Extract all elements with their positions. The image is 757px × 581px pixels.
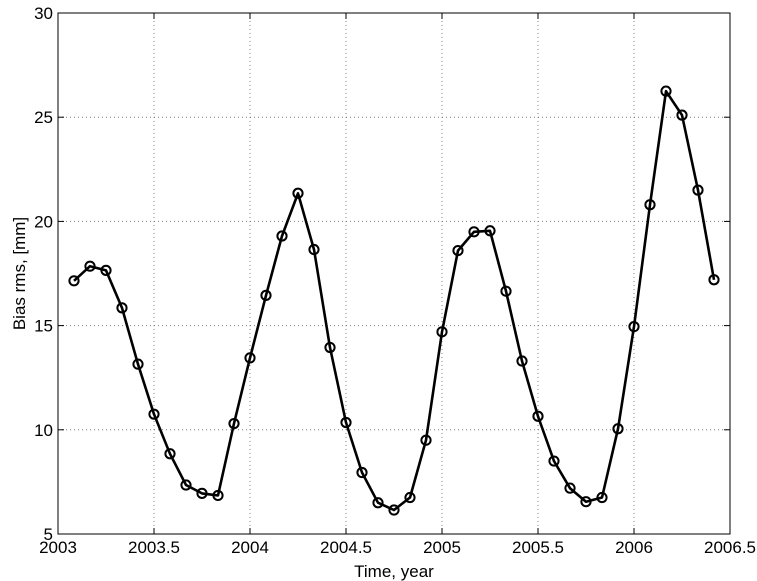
data-point-marker <box>516 355 528 367</box>
x-tick-label: 2006 <box>615 538 653 557</box>
y-tick-label: 10 <box>34 421 53 440</box>
y-tick-label: 30 <box>34 4 53 23</box>
data-point-marker <box>68 275 80 287</box>
y-tick-label: 25 <box>34 108 53 127</box>
series-line <box>73 89 716 512</box>
data-point-marker <box>420 434 432 446</box>
x-tick-label: 2005.5 <box>512 538 564 557</box>
data-point-marker <box>324 341 336 354</box>
data-point-marker <box>260 289 272 301</box>
data-point-marker <box>100 264 112 276</box>
data-point-marker <box>708 274 720 286</box>
grid-lines <box>58 13 730 534</box>
data-point-marker <box>484 225 496 237</box>
data-point-marker <box>500 285 512 297</box>
x-axis-label: Time, year <box>354 562 434 581</box>
data-point-marker <box>116 302 128 314</box>
data-point-marker <box>548 455 560 467</box>
plot-frame <box>57 12 731 535</box>
tick-labels: 2003 2003.5 2004 2004.5 2005 2005.5 2006 2006.5… <box>34 4 756 557</box>
data-point-marker <box>468 226 480 238</box>
x-tick-label: 2005 <box>423 538 461 557</box>
data-point-marker <box>340 416 352 429</box>
axis-ticks <box>57 12 731 535</box>
data-point-marker <box>164 448 176 460</box>
data-point-marker <box>308 243 320 256</box>
data-point-marker <box>212 489 224 502</box>
data-point-marker <box>628 321 640 333</box>
series-group <box>68 85 720 516</box>
data-point-marker <box>596 491 608 504</box>
x-tick-label: 2003 <box>39 538 77 557</box>
x-tick-label: 2004.5 <box>320 538 372 557</box>
x-tick-label: 2006.5 <box>704 538 756 557</box>
data-point-marker <box>580 496 592 508</box>
x-tick-label: 2003.5 <box>128 538 180 557</box>
x-tick-label: 2004 <box>231 538 269 557</box>
data-point-marker <box>452 244 464 257</box>
data-point-marker <box>276 230 288 242</box>
data-point-marker <box>180 479 192 491</box>
data-point-marker <box>436 326 448 338</box>
data-point-marker <box>356 466 368 479</box>
data-point-marker <box>404 491 416 504</box>
data-point-marker <box>564 482 576 494</box>
data-point-marker <box>228 417 240 430</box>
data-point-marker <box>612 423 624 435</box>
y-tick-label: 15 <box>34 317 53 336</box>
data-point-marker <box>372 497 384 509</box>
data-point-marker <box>292 187 304 199</box>
data-point-marker <box>644 199 656 211</box>
data-point-marker <box>84 260 96 272</box>
data-point-marker <box>132 358 144 370</box>
data-point-marker <box>196 487 208 499</box>
data-point-marker <box>148 408 160 420</box>
y-axis-label: Bias rms, [mm] <box>10 217 29 330</box>
data-point-marker <box>388 504 400 516</box>
y-tick-label: 5 <box>44 525 53 544</box>
data-point-marker <box>532 410 544 422</box>
data-point-marker <box>676 109 688 121</box>
data-point-marker <box>244 352 256 364</box>
data-point-marker <box>660 85 672 97</box>
y-tick-label: 20 <box>34 212 53 231</box>
data-point-marker <box>692 184 704 196</box>
